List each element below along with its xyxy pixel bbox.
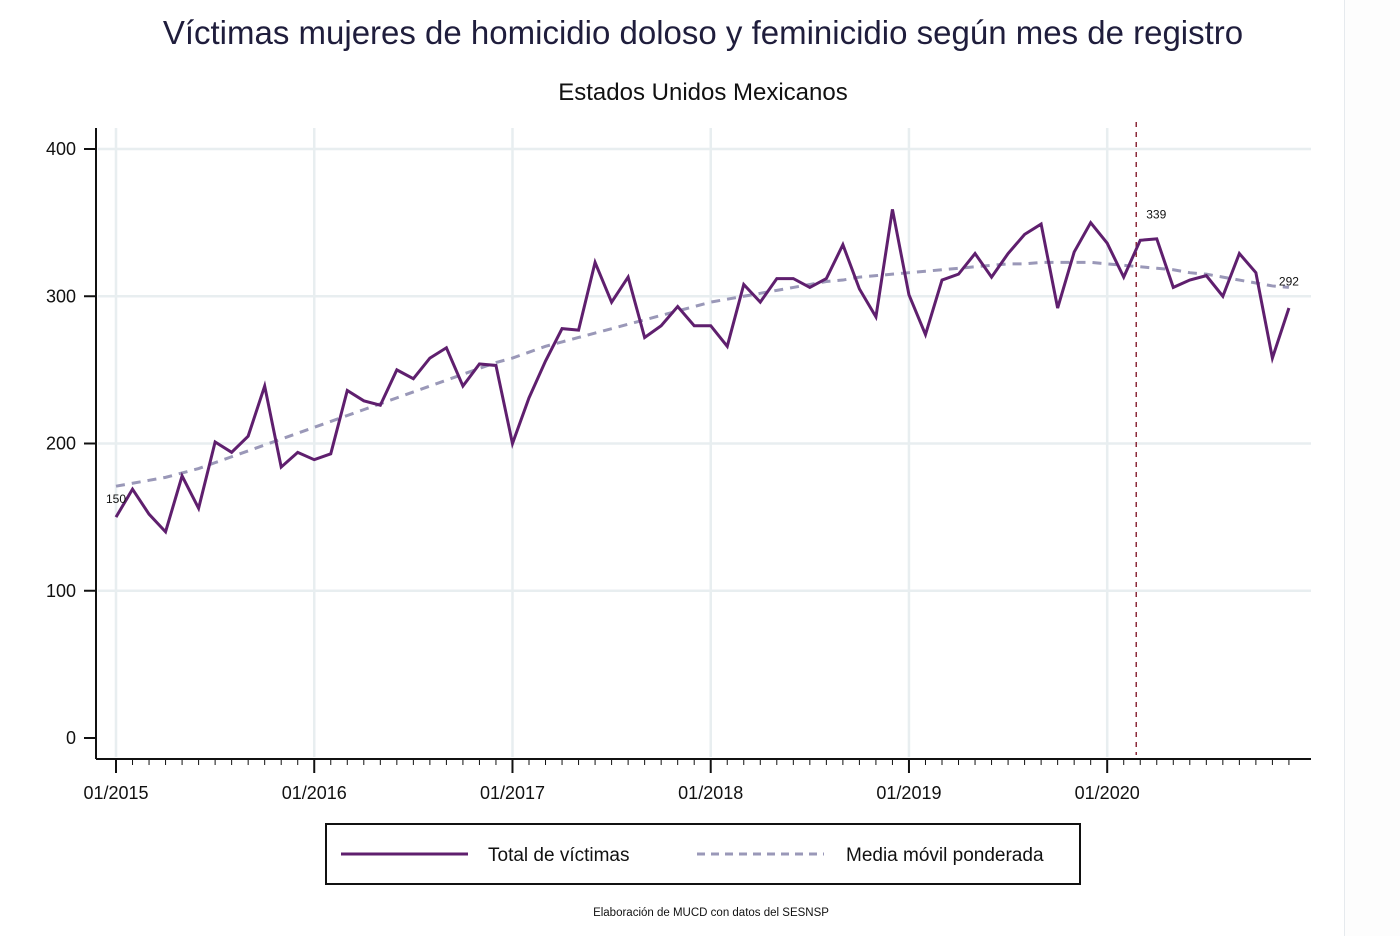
right-margin-panel (1345, 0, 1400, 936)
y-tick-label: 400 (46, 139, 76, 159)
y-tick-label: 300 (46, 286, 76, 306)
moving-average-series (115, 260, 1290, 488)
chart-title: Víctimas mujeres de homicidio doloso y f… (163, 14, 1243, 51)
data-label: 150 (106, 492, 126, 506)
y-tick-label: 200 (46, 434, 76, 454)
legend-label-moving-average: Media móvil ponderada (846, 845, 1044, 866)
axes: 0 100 200 300 400 01/2015 01/2016 01/2017 01/201… (46, 122, 1311, 803)
x-tick-label: 01/2019 (876, 783, 941, 803)
data-label: 339 (1146, 207, 1166, 221)
x-tick-label: 01/2016 (282, 783, 347, 803)
y-tick-label: 100 (46, 581, 76, 601)
x-tick-label: 01/2015 (83, 783, 148, 803)
x-tick-label: 01/2017 (480, 783, 545, 803)
total-series (114, 209, 1291, 535)
page-edge-divider (1344, 0, 1345, 936)
y-tick-label: 0 (66, 728, 76, 748)
annotations: 150 339 292 (106, 207, 1299, 506)
grid (98, 128, 1311, 757)
chart-subtitle: Estados Unidos Mexicanos (558, 79, 847, 106)
moving-average-line (115, 260, 1290, 488)
x-tick-label: 01/2020 (1075, 783, 1140, 803)
legend-label-total: Total de víctimas (488, 845, 630, 866)
source-note: Elaboración de MUCD con datos del SESNSP (593, 907, 829, 919)
legend: Total de víctimas Media móvil ponderada (325, 823, 1081, 885)
total-line (114, 209, 1291, 535)
x-tick-label: 01/2018 (678, 783, 743, 803)
data-label: 292 (1279, 274, 1299, 288)
